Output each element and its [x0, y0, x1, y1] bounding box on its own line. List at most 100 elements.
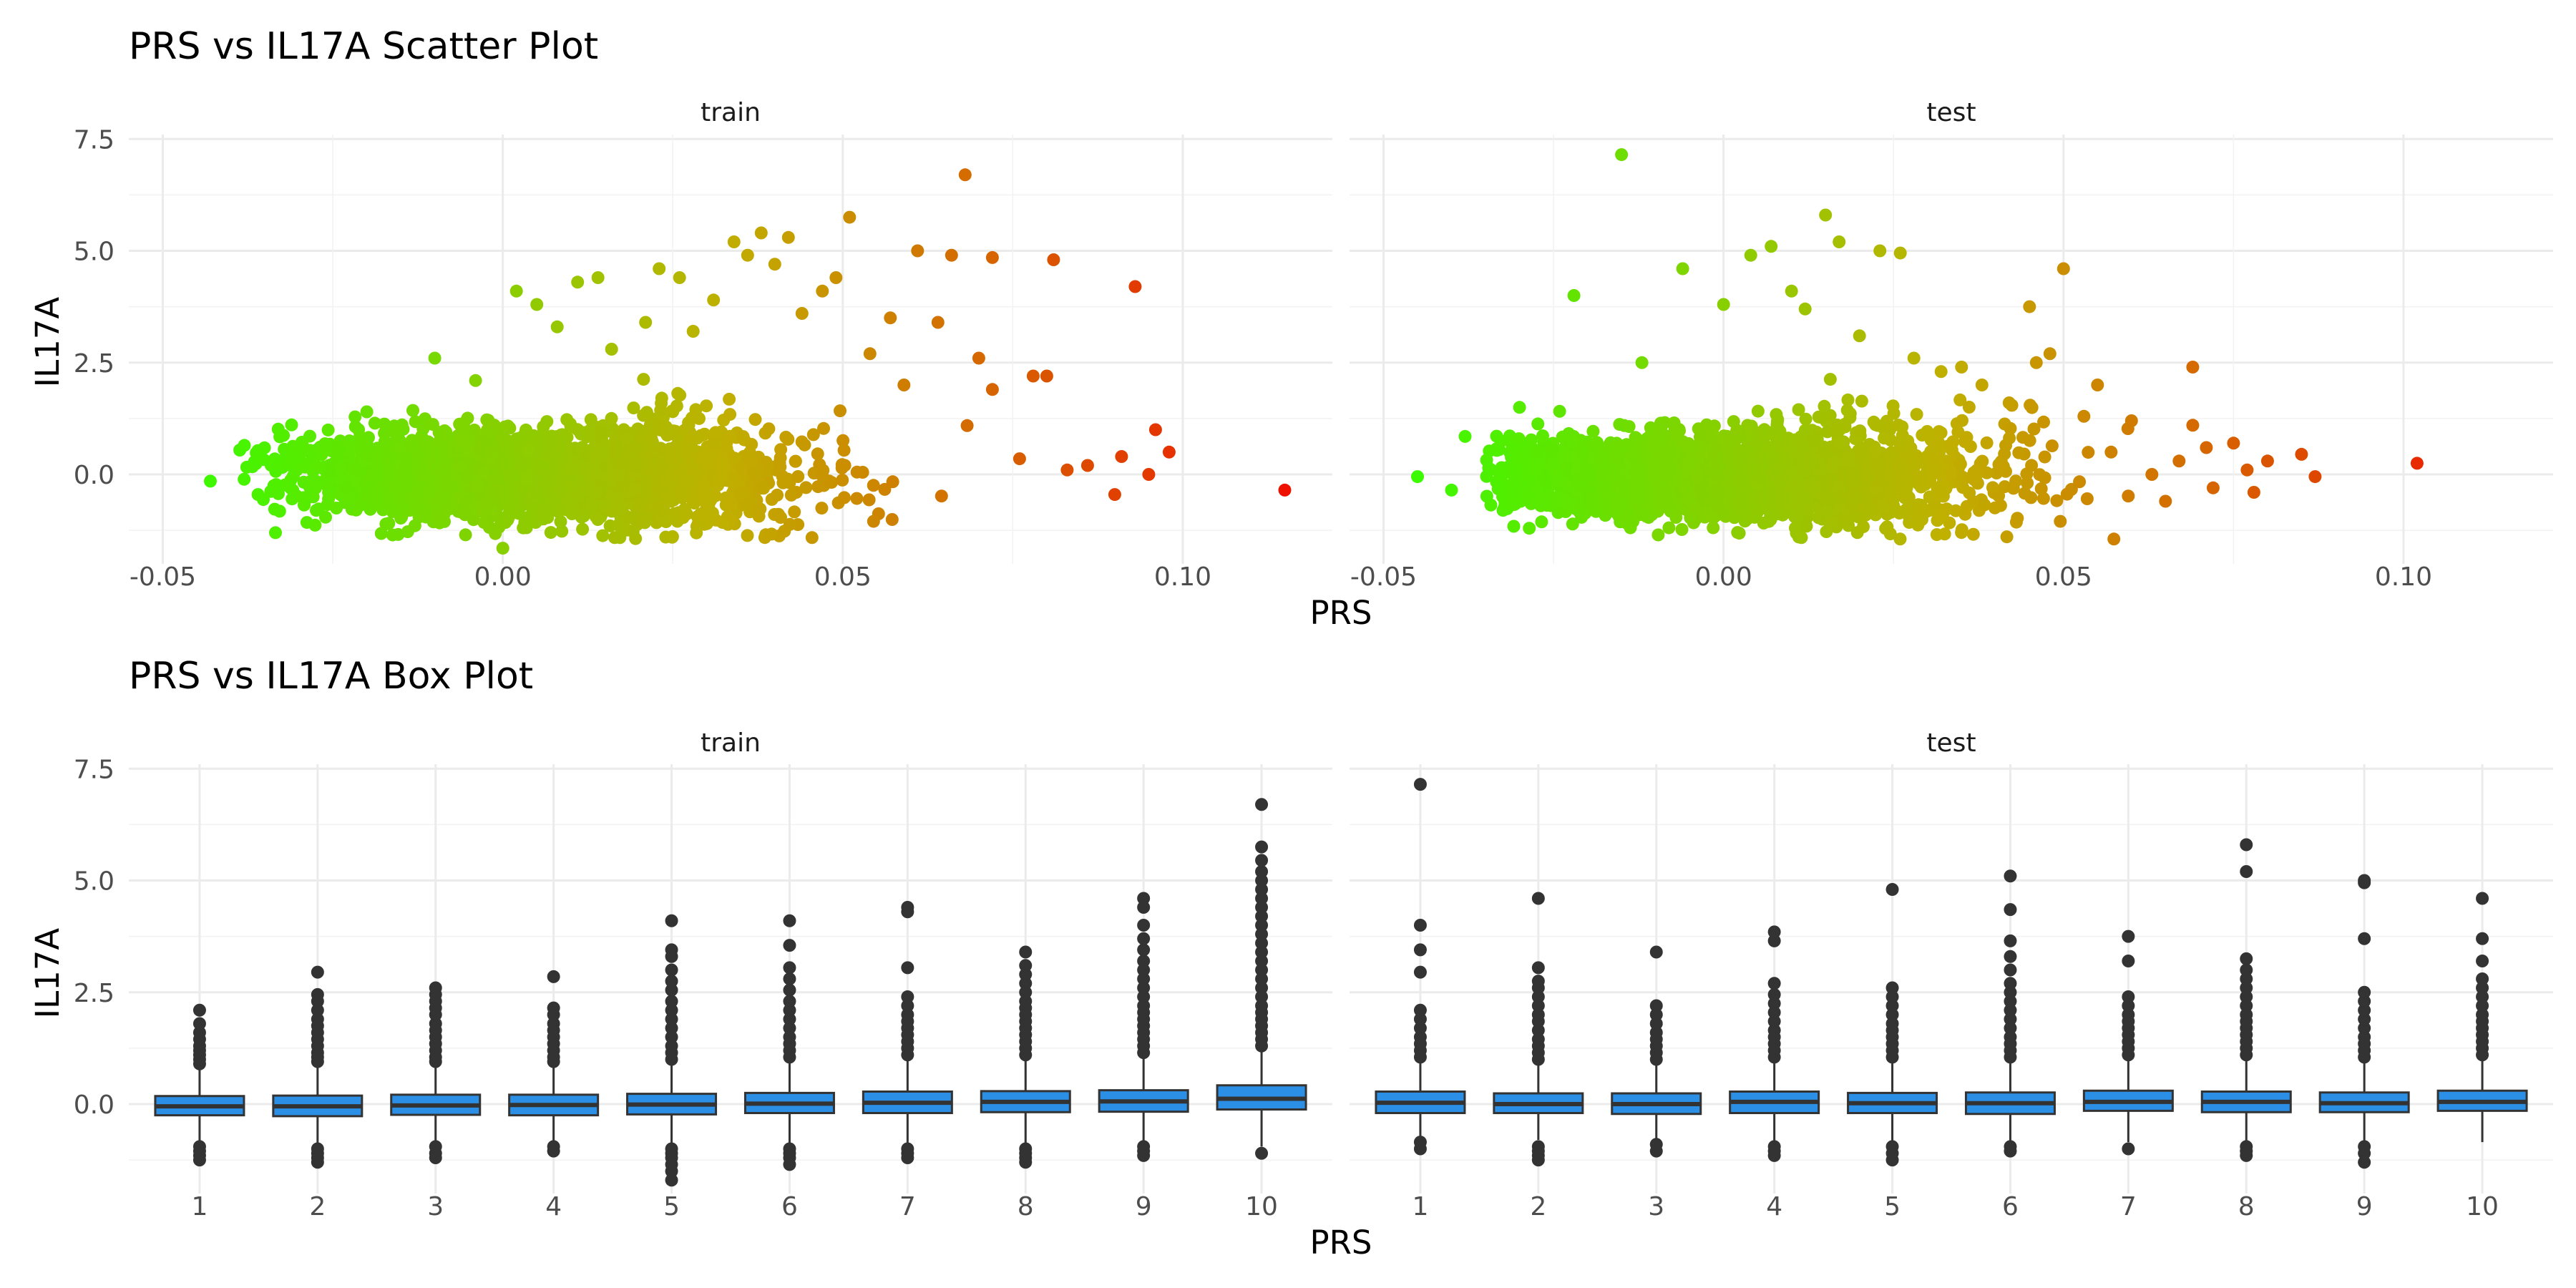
- scatter-point: [551, 504, 565, 518]
- scatter-point: [788, 505, 801, 519]
- scatter-point: [1506, 480, 1518, 493]
- scatter-point: [817, 421, 830, 435]
- scatter-point: [741, 529, 754, 542]
- scatter-point: [1644, 421, 1657, 434]
- scatter-point: [862, 493, 876, 507]
- scatter-point: [424, 472, 436, 486]
- scatter-point: [577, 509, 590, 523]
- scatter-point: [2082, 446, 2095, 459]
- scatter-point: [1886, 399, 1900, 413]
- scatter-point: [618, 458, 630, 472]
- scatter-point: [1956, 414, 1968, 427]
- scatter-point: [1915, 503, 1928, 517]
- scatter-point: [666, 405, 680, 419]
- scatter-point: [1953, 457, 1967, 471]
- scatter-point: [850, 465, 864, 479]
- scatter-point: [584, 413, 597, 426]
- scatter-point: [588, 451, 602, 464]
- scatter-point: [1751, 404, 1765, 418]
- scatter-point: [643, 419, 657, 431]
- scatter-point: [386, 505, 399, 519]
- scatter-point: [697, 506, 711, 519]
- scatter-point: [659, 420, 673, 434]
- scatter-point: [679, 475, 693, 489]
- scatter-point: [1484, 498, 1498, 512]
- scatter-point: [655, 391, 668, 405]
- scatter-point: [510, 432, 523, 446]
- scatter-point: [725, 498, 738, 512]
- scatter-point: [2036, 492, 2050, 505]
- scatter-point: [491, 472, 504, 485]
- scatter-point: [300, 516, 313, 530]
- scatter-point: [1496, 504, 1510, 517]
- scatter-point: [1675, 523, 1689, 536]
- scatter-point: [691, 431, 704, 445]
- scatter-point: [1629, 431, 1642, 444]
- scatter-point: [654, 404, 668, 417]
- scatter-point: [752, 509, 766, 523]
- scatter-point: [310, 504, 323, 517]
- scatter-point: [460, 435, 474, 449]
- scatter-point: [343, 492, 356, 505]
- scatter-point: [505, 494, 519, 508]
- scatter-point: [935, 489, 948, 503]
- scatter-point: [836, 473, 849, 487]
- scatter-point: [576, 522, 590, 536]
- scatter-point: [502, 510, 516, 524]
- scatter-point: [637, 373, 650, 386]
- scatter-point: [1800, 519, 1813, 533]
- scatter-point: [629, 440, 643, 454]
- scatter-point: [555, 525, 569, 538]
- scatter-point: [1553, 404, 1566, 418]
- scatter-point: [537, 505, 550, 519]
- scatter-point: [662, 491, 675, 504]
- scatter-point: [1814, 411, 1828, 424]
- scatter-point: [1652, 528, 1665, 542]
- scatter-point: [762, 422, 776, 436]
- scatter-point: [366, 468, 380, 482]
- scatter-point: [774, 460, 787, 474]
- scatter-point: [837, 444, 851, 457]
- scatter-point: [590, 485, 604, 499]
- scatter-point: [878, 482, 892, 496]
- scatter-point: [723, 392, 736, 406]
- scatter-point: [811, 480, 825, 494]
- scatter-point: [348, 410, 362, 424]
- scatter-point: [671, 386, 685, 400]
- scatter-point: [757, 482, 770, 495]
- scatter-point: [426, 418, 439, 431]
- scatter-point: [838, 459, 852, 472]
- scatter-point: [436, 491, 449, 504]
- scatter-point: [285, 418, 298, 431]
- scatter-point: [585, 498, 599, 512]
- scatter-point: [806, 428, 820, 441]
- scatter-point: [1518, 449, 1532, 463]
- scatter-point: [837, 491, 851, 504]
- scatter-point: [836, 434, 850, 447]
- scatter-point: [1490, 444, 1503, 457]
- scatter-point: [304, 447, 318, 460]
- scatter-point: [682, 444, 696, 457]
- scatter-point: [333, 441, 346, 454]
- scatter-point: [348, 420, 362, 434]
- scatter-point: [1704, 429, 1717, 442]
- scatter-point: [834, 404, 847, 418]
- scatter-point: [521, 444, 535, 457]
- scatter-point: [711, 479, 725, 492]
- scatter-point: [728, 452, 741, 465]
- scatter-point: [442, 431, 455, 444]
- scatter-point: [1545, 443, 1558, 457]
- scatter-point: [474, 443, 487, 457]
- scatter-point: [733, 489, 747, 502]
- scatter-point: [516, 459, 530, 472]
- scatter-point: [1980, 436, 1994, 449]
- scatter-point: [1535, 515, 1548, 529]
- scatter-point: [1586, 424, 1600, 438]
- scatter-point: [1771, 413, 1785, 426]
- scatter-point: [1910, 408, 1923, 421]
- scatter-point: [458, 508, 472, 522]
- scatter-point: [682, 418, 696, 431]
- scatter-point: [471, 479, 484, 492]
- scatter-point: [477, 516, 491, 530]
